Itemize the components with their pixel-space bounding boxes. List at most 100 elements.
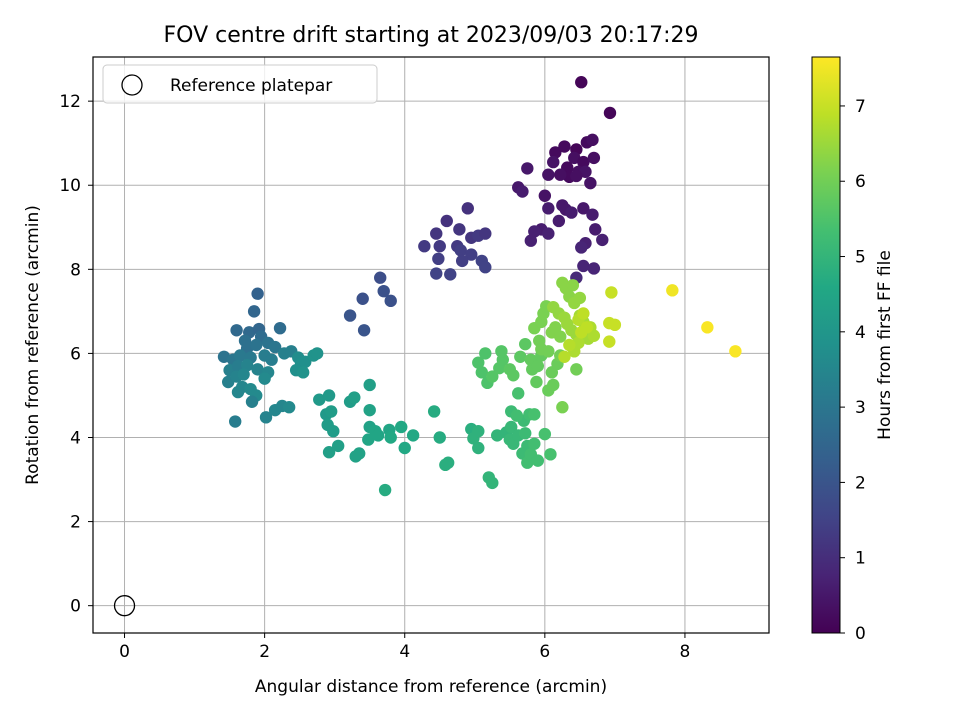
data-point	[577, 202, 590, 215]
data-point	[268, 340, 282, 354]
data-point	[528, 408, 541, 421]
data-point	[432, 252, 445, 266]
data-point	[398, 441, 411, 455]
legend: Reference platepar	[102, 64, 378, 104]
data-point	[273, 321, 287, 335]
data-point	[666, 284, 679, 297]
data-point	[384, 294, 397, 308]
reference-marker	[113, 595, 136, 617]
data-point	[521, 162, 534, 175]
data-point	[608, 318, 622, 332]
data-point	[565, 206, 578, 219]
x-tick-label: 0	[119, 642, 130, 662]
data-point	[558, 140, 571, 153]
data-point	[433, 239, 446, 253]
data-point	[729, 345, 742, 358]
data-point	[563, 338, 576, 352]
data-point	[575, 326, 588, 339]
y-tick-label: 12	[59, 92, 81, 112]
x-axis-label: Angular distance from reference (arcmin)	[255, 677, 607, 697]
data-point	[486, 476, 499, 490]
data-point	[701, 321, 714, 334]
data-point	[573, 291, 587, 305]
data-point	[505, 420, 518, 434]
data-point	[524, 234, 538, 247]
legend-box	[102, 64, 378, 104]
data-point	[265, 353, 278, 366]
data-point	[430, 267, 443, 280]
data-point	[251, 363, 264, 376]
data-point	[231, 385, 245, 399]
data-point	[324, 405, 338, 418]
grid-lines	[93, 57, 769, 633]
data-point	[510, 409, 524, 422]
colorbar-tick-label: 4	[855, 323, 866, 343]
data-point	[531, 359, 545, 373]
data-point	[441, 456, 455, 469]
data-point	[538, 189, 552, 202]
data-point	[570, 169, 583, 183]
colorbar-tick-label: 2	[855, 473, 866, 493]
data-point	[586, 208, 599, 221]
data-point	[348, 391, 361, 404]
data-point	[472, 424, 485, 438]
data-point	[250, 338, 263, 352]
colorbar-tick-label: 7	[855, 97, 866, 117]
data-point	[575, 241, 588, 254]
data-point	[454, 244, 467, 257]
data-point	[589, 223, 602, 236]
data-point	[247, 305, 261, 318]
data-point	[395, 420, 408, 434]
data-point	[512, 387, 525, 400]
data-point	[549, 146, 562, 159]
data-point	[519, 337, 532, 351]
data-point	[362, 433, 375, 446]
y-tick-label: 4	[70, 428, 81, 448]
data-point	[575, 76, 588, 89]
data-point	[310, 347, 324, 360]
data-point	[556, 401, 569, 414]
data-point	[363, 403, 376, 417]
data-point	[519, 427, 532, 440]
data-point	[371, 429, 385, 442]
data-point	[378, 483, 392, 497]
data-point	[603, 335, 616, 348]
data-point	[327, 424, 340, 438]
data-point	[237, 368, 250, 381]
data-point	[406, 429, 420, 442]
data-point	[577, 259, 590, 273]
legend-marker	[121, 74, 143, 96]
data-point	[587, 151, 601, 165]
data-point	[433, 431, 446, 444]
data-point	[229, 415, 242, 428]
data-point	[440, 214, 453, 228]
data-point	[542, 202, 555, 215]
colorbar-tick-label: 0	[855, 624, 866, 644]
data-point	[514, 350, 527, 363]
data-point	[577, 155, 590, 169]
data-point	[605, 286, 618, 299]
data-point	[587, 262, 601, 275]
data-point	[479, 227, 492, 240]
y-tick-label: 10	[59, 176, 81, 196]
data-point	[516, 185, 529, 198]
data-point	[465, 248, 478, 261]
data-point	[259, 411, 273, 424]
data-point	[461, 202, 474, 215]
data-point	[587, 329, 601, 342]
data-point	[384, 431, 397, 444]
y-tick-label: 0	[70, 597, 81, 617]
data-point	[356, 292, 369, 305]
x-tick-label: 8	[680, 642, 691, 662]
data-point	[554, 168, 567, 181]
colorbar-gradient	[811, 56, 841, 634]
plot-frame	[92, 56, 770, 634]
data-point	[343, 309, 357, 322]
legend-label: Reference platepar	[170, 76, 332, 96]
x-tick-label: 6	[539, 642, 550, 662]
data-point	[357, 324, 371, 337]
colorbar-tick-label: 6	[855, 172, 866, 192]
data-point	[547, 378, 560, 392]
chart-title: FOV centre drift starting at 2023/09/03 …	[164, 23, 699, 48]
